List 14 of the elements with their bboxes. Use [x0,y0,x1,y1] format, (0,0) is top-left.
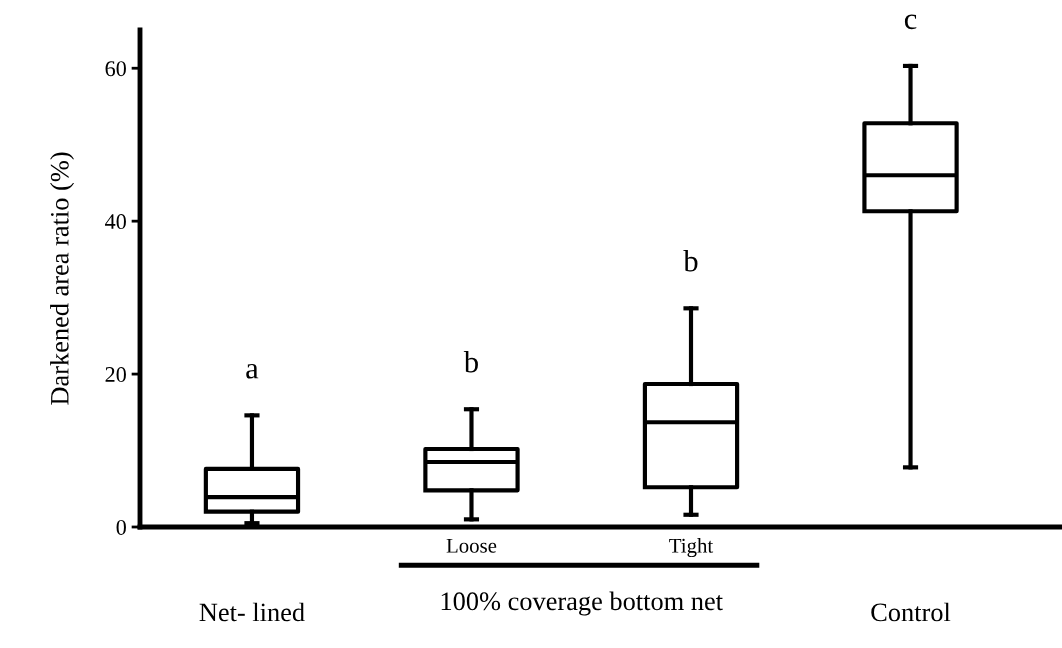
y-tick-label: 60 [105,61,126,77]
annotation: b [683,250,698,272]
y-axis-title: Darkened area ratio (%) [50,152,75,405]
annotation: a [246,363,259,379]
y-tick-label: 0 [116,519,126,535]
x-tick-label: Net- lined [199,602,305,622]
y-tick-label: 40 [105,214,126,230]
x-tick-label: Loose [446,538,497,553]
y-tick-label: 20 [105,367,126,383]
annotation: b [463,350,478,373]
text: c [904,14,917,30]
text: 100% coverage bottom net [441,591,723,616]
x-tick-label: Control [871,602,951,622]
x-tick-label: Tight [669,538,714,558]
